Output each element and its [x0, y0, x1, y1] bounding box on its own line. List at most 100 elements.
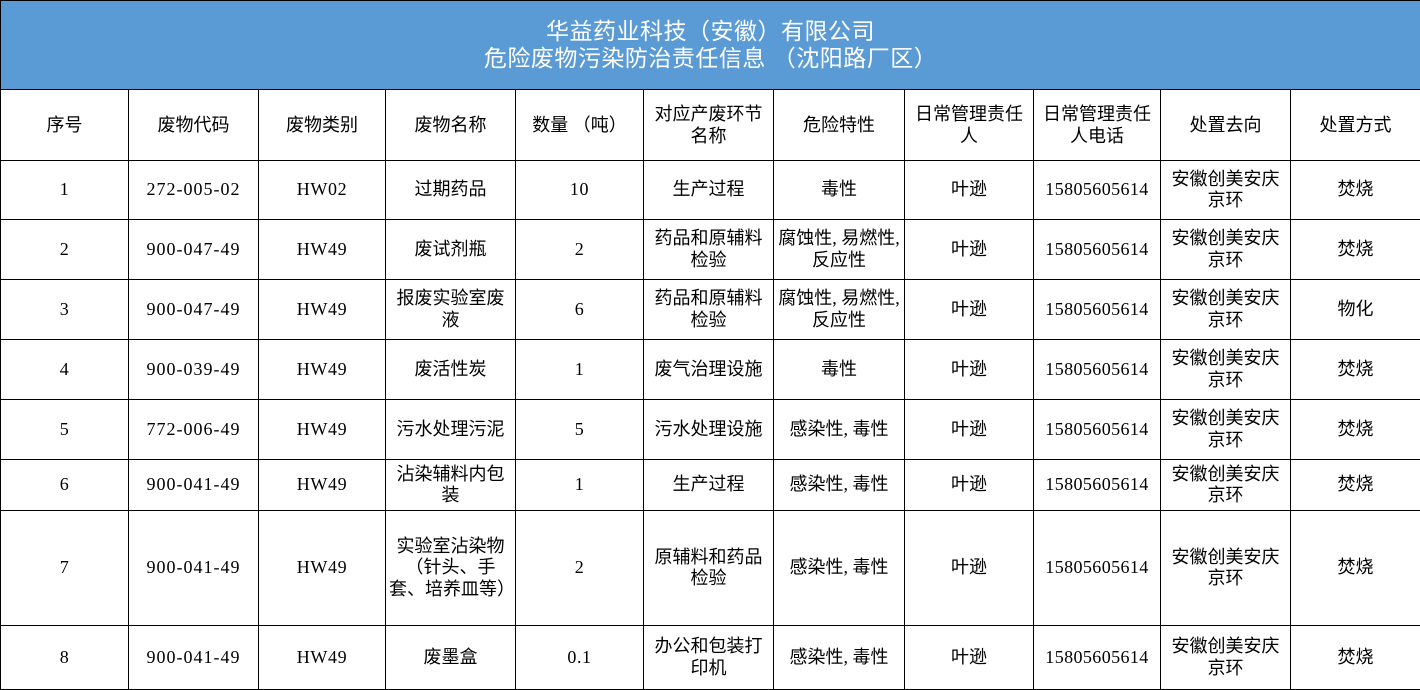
cell-disposal-method: 焚烧 [1291, 340, 1420, 400]
cell-manager-phone: 15805605614 [1034, 460, 1161, 511]
cell-disposal-destination: 安徽创美安庆京环 [1161, 161, 1291, 220]
cell-hazard: 腐蚀性, 易燃性, 反应性 [774, 220, 905, 280]
cell-waste-name: 污水处理污泥 [386, 400, 516, 460]
column-header-generation-stage: 对应产废环节名称 [644, 90, 774, 161]
cell-disposal-method: 焚烧 [1291, 626, 1420, 690]
cell-hazard: 腐蚀性, 易燃性, 反应性 [774, 280, 905, 340]
column-header-index: 序号 [1, 90, 129, 161]
cell-disposal-method: 物化 [1291, 280, 1420, 340]
cell-waste-name: 废试剂瓶 [386, 220, 516, 280]
cell-waste-category: HW49 [259, 220, 386, 280]
cell-manager-phone: 15805605614 [1034, 280, 1161, 340]
column-header-disposal-method-label: 处置方式 [1294, 114, 1417, 137]
cell-index: 4 [1, 340, 129, 400]
cell-disposal-destination: 安徽创美安庆京环 [1161, 280, 1291, 340]
table-row: 4 900-039-49 HW49 废活性炭 1 废气治理设施 毒性 叶逊 15… [1, 340, 1420, 400]
cell-disposal-destination: 安徽创美安庆京环 [1161, 220, 1291, 280]
column-header-hazard: 危险特性 [774, 90, 905, 161]
cell-disposal-method: 焚烧 [1291, 511, 1420, 626]
table-row: 7 900-041-49 HW49 实验室沾染物（针头、手套、培养皿等） 2 原… [1, 511, 1420, 626]
cell-quantity: 2 [516, 220, 644, 280]
cell-hazard: 毒性 [774, 161, 905, 220]
column-header-hazard-label: 危险特性 [777, 114, 901, 137]
cell-hazard: 感染性, 毒性 [774, 626, 905, 690]
cell-waste-category: HW49 [259, 400, 386, 460]
spreadsheet-sheet: 华益药业科技（安徽）有限公司 危险废物污染防治责任信息 （沈阳路厂区） 序号 废… [0, 0, 1420, 651]
cell-waste-category: HW49 [259, 511, 386, 626]
table-row: 8 900-041-49 HW49 废墨盒 0.1 办公和包装打印机 感染性, … [1, 626, 1420, 690]
cell-hazard: 感染性, 毒性 [774, 511, 905, 626]
table-header-row: 序号 废物代码 废物类别 废物名称 数量 （吨） 对应产废环节名称 [1, 90, 1420, 161]
cell-waste-code: 900-047-49 [129, 220, 259, 280]
column-header-manager: 日常管理责任人 [905, 90, 1034, 161]
cell-generation-stage: 生产过程 [644, 161, 774, 220]
column-header-manager-label: 日常管理责任人 [908, 103, 1030, 148]
cell-manager: 叶逊 [905, 511, 1034, 626]
cell-waste-name: 废墨盒 [386, 626, 516, 690]
column-header-quantity: 数量 （吨） [516, 90, 644, 161]
cell-quantity: 6 [516, 280, 644, 340]
column-header-waste-code-label: 废物代码 [132, 114, 255, 137]
cell-hazard: 感染性, 毒性 [774, 400, 905, 460]
cell-manager: 叶逊 [905, 626, 1034, 690]
cell-manager-phone: 15805605614 [1034, 220, 1161, 280]
title-line-company: 华益药业科技（安徽）有限公司 [4, 18, 1417, 45]
cell-manager: 叶逊 [905, 460, 1034, 511]
column-header-generation-stage-label: 对应产废环节名称 [647, 103, 770, 148]
document-title: 华益药业科技（安徽）有限公司 危险废物污染防治责任信息 （沈阳路厂区） [1, 1, 1420, 90]
cell-manager-phone: 15805605614 [1034, 626, 1161, 690]
cell-generation-stage: 办公和包装打印机 [644, 626, 774, 690]
cell-hazard: 毒性 [774, 340, 905, 400]
cell-waste-name: 过期药品 [386, 161, 516, 220]
cell-waste-name: 沾染辅料内包装 [386, 460, 516, 511]
cell-manager-phone: 15805605614 [1034, 340, 1161, 400]
column-header-disposal-destination: 处置去向 [1161, 90, 1291, 161]
title-banner-row: 华益药业科技（安徽）有限公司 危险废物污染防治责任信息 （沈阳路厂区） [1, 1, 1420, 90]
table-row: 1 272-005-02 HW02 过期药品 10 生产过程 毒性 叶逊 158… [1, 161, 1420, 220]
cell-manager-phone: 15805605614 [1034, 511, 1161, 626]
cell-index: 2 [1, 220, 129, 280]
table-row: 5 772-006-49 HW49 污水处理污泥 5 污水处理设施 感染性, 毒… [1, 400, 1420, 460]
title-line-subject: 危险废物污染防治责任信息 （沈阳路厂区） [4, 45, 1417, 72]
column-header-waste-category-label: 废物类别 [262, 114, 382, 137]
cell-waste-code: 900-041-49 [129, 511, 259, 626]
table-row: 6 900-041-49 HW49 沾染辅料内包装 1 生产过程 感染性, 毒性… [1, 460, 1420, 511]
cell-disposal-destination: 安徽创美安庆京环 [1161, 460, 1291, 511]
cell-waste-code: 272-005-02 [129, 161, 259, 220]
cell-generation-stage: 药品和原辅料检验 [644, 280, 774, 340]
column-header-manager-phone: 日常管理责任人电话 [1034, 90, 1161, 161]
cell-waste-code: 900-041-49 [129, 460, 259, 511]
cell-hazard: 感染性, 毒性 [774, 460, 905, 511]
cell-waste-category: HW02 [259, 161, 386, 220]
cell-waste-name: 废活性炭 [386, 340, 516, 400]
cell-waste-category: HW49 [259, 626, 386, 690]
cell-index: 3 [1, 280, 129, 340]
cell-waste-name: 实验室沾染物（针头、手套、培养皿等） [386, 511, 516, 626]
cell-waste-category: HW49 [259, 460, 386, 511]
cell-disposal-destination: 安徽创美安庆京环 [1161, 340, 1291, 400]
cell-manager: 叶逊 [905, 220, 1034, 280]
cell-waste-category: HW49 [259, 340, 386, 400]
cell-disposal-method: 焚烧 [1291, 460, 1420, 511]
cell-manager: 叶逊 [905, 400, 1034, 460]
cell-quantity: 5 [516, 400, 644, 460]
cell-disposal-method: 焚烧 [1291, 220, 1420, 280]
column-header-waste-category: 废物类别 [259, 90, 386, 161]
cell-quantity: 1 [516, 460, 644, 511]
cell-generation-stage: 生产过程 [644, 460, 774, 511]
cell-disposal-destination: 安徽创美安庆京环 [1161, 511, 1291, 626]
cell-index: 1 [1, 161, 129, 220]
cell-waste-name: 报废实验室废液 [386, 280, 516, 340]
cell-generation-stage: 药品和原辅料检验 [644, 220, 774, 280]
column-header-waste-name: 废物名称 [386, 90, 516, 161]
table-row: 3 900-047-49 HW49 报废实验室废液 6 药品和原辅料检验 腐蚀性… [1, 280, 1420, 340]
cell-quantity: 10 [516, 161, 644, 220]
column-header-index-label: 序号 [4, 114, 125, 137]
table-row: 2 900-047-49 HW49 废试剂瓶 2 药品和原辅料检验 腐蚀性, 易… [1, 220, 1420, 280]
column-header-disposal-method: 处置方式 [1291, 90, 1420, 161]
cell-waste-code: 900-047-49 [129, 280, 259, 340]
cell-manager-phone: 15805605614 [1034, 400, 1161, 460]
column-header-disposal-destination-label: 处置去向 [1164, 114, 1287, 137]
column-header-manager-phone-label: 日常管理责任人电话 [1037, 103, 1157, 148]
